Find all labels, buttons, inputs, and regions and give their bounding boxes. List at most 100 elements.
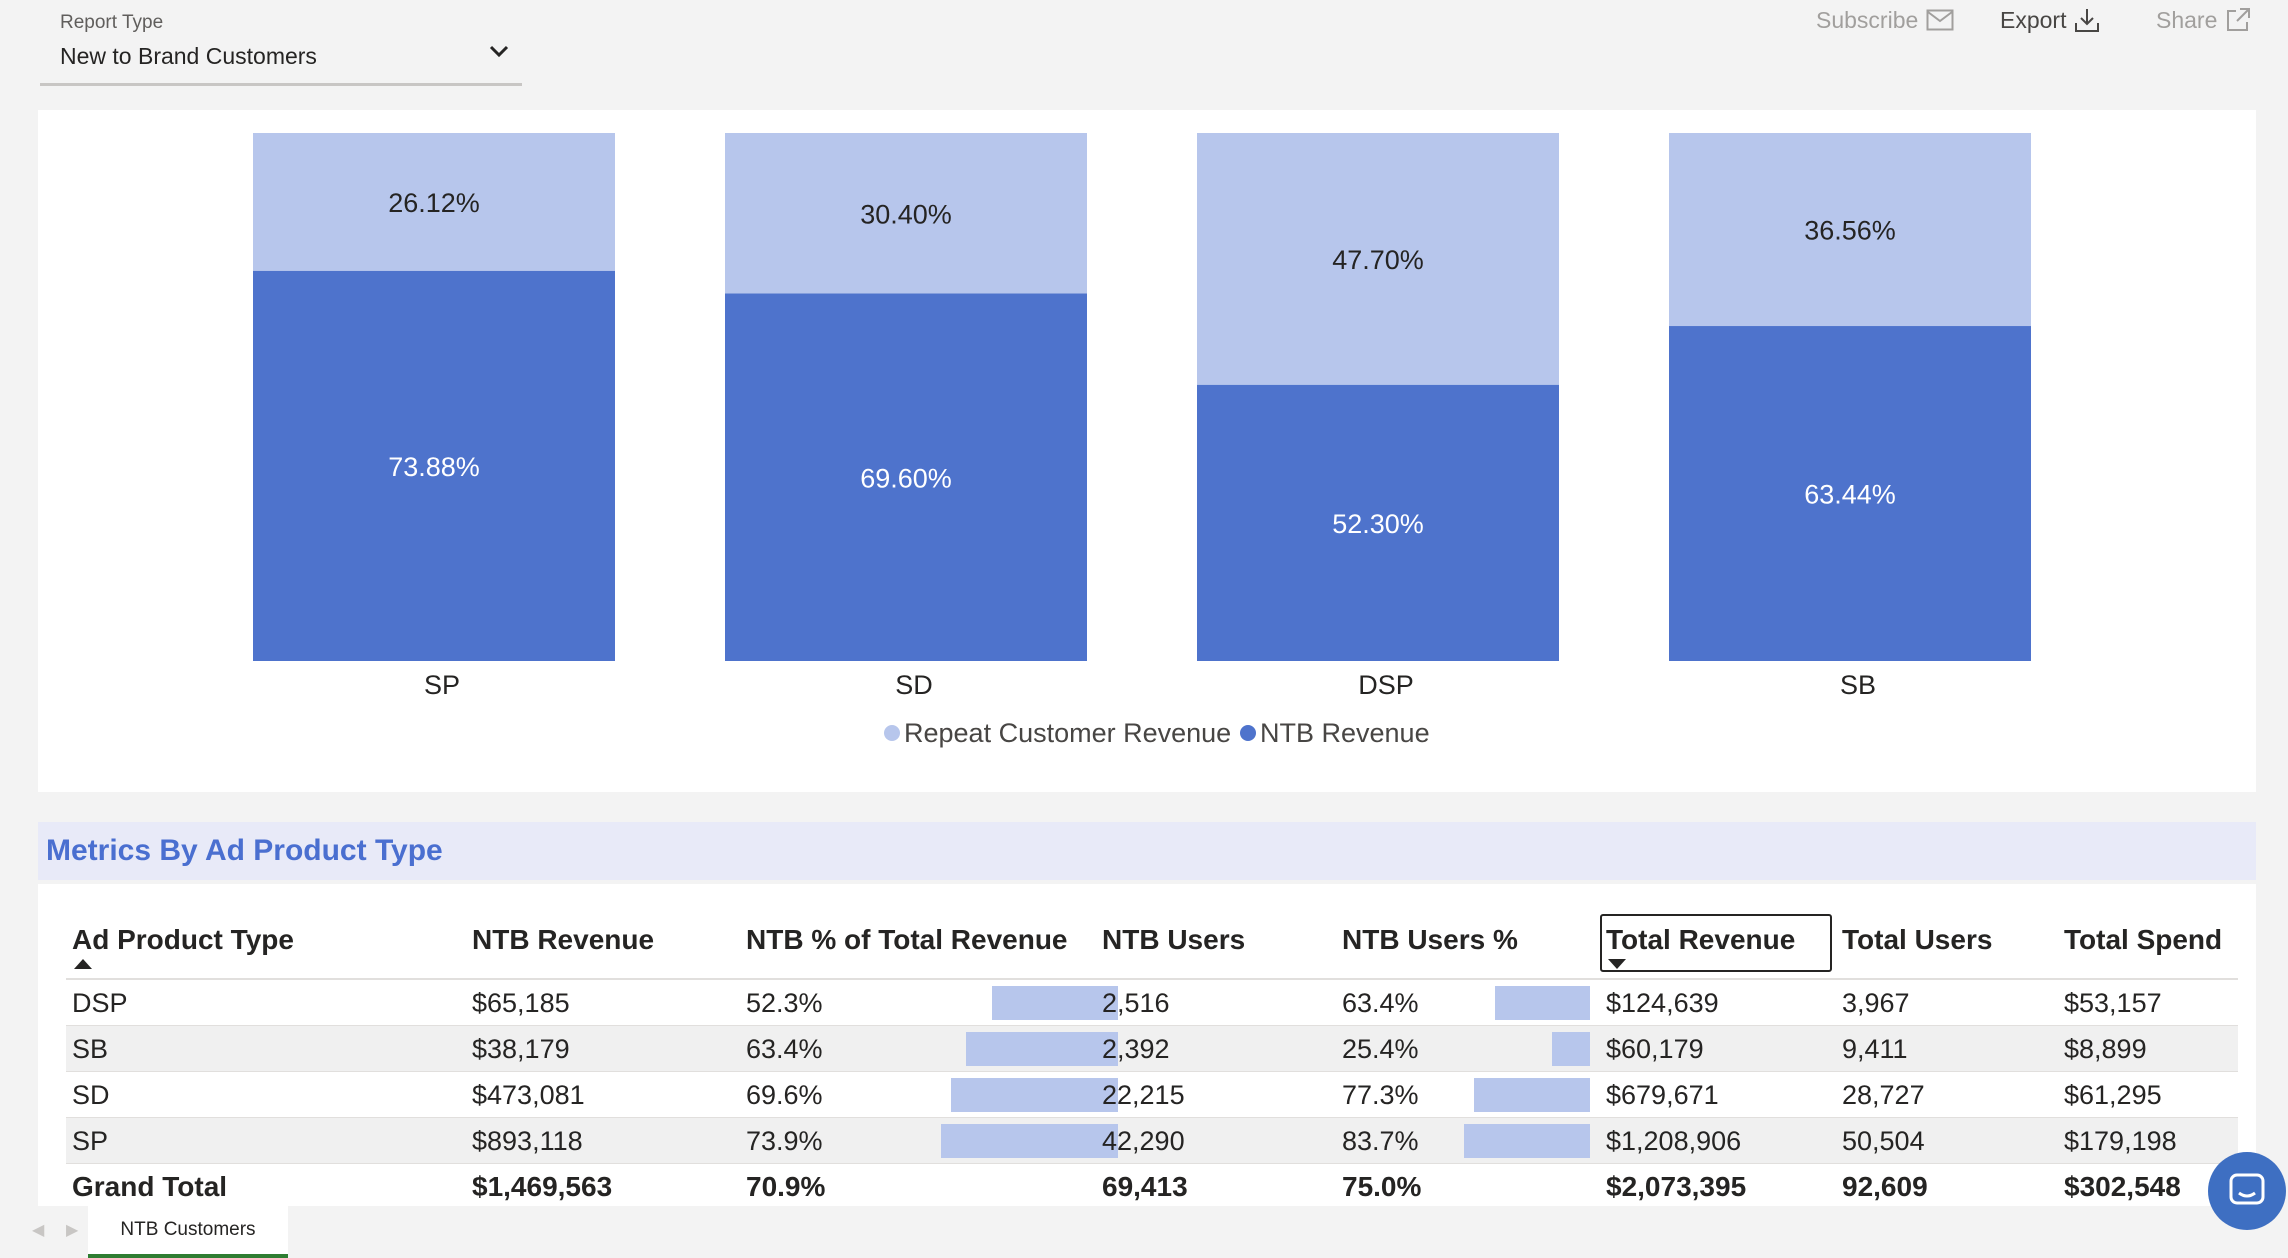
table-row[interactable]: DSP $65,185 52.3% 2,516 63.4% $124,639 3,967 $5… [66,980,2238,1026]
column-header-ad-product-type[interactable]: Ad Product Type [72,914,294,980]
share-label: Share [2156,6,2218,33]
total-label: Grand Total [72,1171,228,1202]
legend-marker [884,725,900,741]
metrics-table: Ad Product Type NTB Revenue NTB % of Tot… [38,884,2256,1206]
bar-segment[interactable] [725,133,1087,294]
cell-total-users: 50,504 [1842,1126,1925,1156]
cell-ad-product-type: SP [72,1126,109,1156]
legend-marker [1240,725,1256,741]
data-label: 63.44% [1804,480,1896,510]
cell-total-revenue: $679,671 [1606,1080,1719,1110]
bar-segment[interactable] [1197,384,1559,661]
x-tick-label: SD [895,670,933,700]
column-header-ntb-users[interactable]: NTB Users [1102,924,1246,955]
ntb-users-pct-data-bar [1551,1032,1590,1066]
total-ntb-users-pct: 75.0% [1342,1171,1422,1202]
total-total-revenue: $2,073,395 [1606,1171,1747,1202]
bar-segment[interactable] [253,270,615,661]
legend-label: NTB Revenue [1260,718,1430,748]
cell-total-users: 9,411 [1842,1034,1908,1064]
cell-ntb-users-pct: 63.4% [1342,988,1419,1018]
ntb-pct-data-bar [950,1078,1118,1112]
table-row[interactable]: SB $38,179 63.4% 2,392 25.4% $60,179 9,411 $8,8… [66,1026,2238,1072]
table-header-row: Ad Product Type NTB Revenue NTB % of Tot… [66,914,2238,980]
column-header-ntb-pct[interactable]: NTB % of Total Revenue [746,924,1068,955]
total-ntb-revenue: $1,469,563 [472,1171,613,1202]
tab-scroll-left-icon[interactable]: ◀ [32,1222,45,1239]
cell-ntb-users-pct: 25.4% [1342,1034,1419,1064]
total-total-spend: $302,548 [2064,1171,2181,1202]
ntb-revenue-chart: 26.12% 73.88% SP 30.40% 69.60% SD 47.70% 52.30%… [38,110,2256,792]
data-label: 30.40% [860,199,952,229]
column-header-ntb-users-pct[interactable]: NTB Users % [1342,924,1518,955]
cell-total-revenue: $1,208,906 [1606,1126,1742,1156]
report-type-dropdown[interactable]: Report Type New to Brand Customers [40,0,522,86]
column-header-total-users[interactable]: Total Users [1842,924,1993,955]
cell-ntb-revenue: $65,185 [472,988,570,1018]
cell-ntb-users: 2,516 [1102,988,1170,1018]
export-button[interactable]: Export [2000,0,2100,40]
ntb-pct-data-bar [940,1124,1118,1158]
ntb-pct-data-bar [992,986,1118,1020]
bar-segment[interactable] [253,133,615,271]
chat-support-button[interactable] [2208,1152,2286,1230]
data-label: 69.60% [860,463,952,493]
cell-total-users: 28,727 [1842,1080,1925,1110]
bar-segment[interactable] [1669,133,2031,327]
cell-ad-product-type: SD [72,1080,110,1110]
report-type-value: New to Brand Customers [60,43,317,69]
data-label: 73.88% [388,452,480,482]
legend-label: Repeat Customer Revenue [904,718,1231,748]
grand-total-row: Grand Total $1,469,563 70.9% 69,413 75.0% $2,… [66,1164,2238,1206]
cell-total-spend: $8,899 [2064,1034,2147,1064]
cell-ntb-pct: 52.3% [746,988,823,1018]
column-header-total-revenue[interactable]: Total Revenue [1606,914,1795,980]
column-header-total-spend[interactable]: Total Spend [2064,924,2223,955]
total-ntb-users: 69,413 [1102,1171,1188,1202]
bar-segment[interactable] [1197,133,1559,385]
bar-segment[interactable] [1669,326,2031,661]
page-tab-strip: ◀ ▶ NTB Customers [0,1206,2288,1258]
data-label: 47.70% [1332,245,1424,275]
x-tick-label: SP [424,670,460,700]
download-icon [2075,9,2100,32]
subscribe-label: Subscribe [1816,6,1919,33]
table-row[interactable]: SP $893,118 73.9% 42,290 83.7% $1,208,906 50,5… [66,1118,2238,1164]
metrics-title: Metrics By Ad Product Type [46,834,443,867]
share-button[interactable]: Share [2156,0,2251,40]
cell-ntb-revenue: $473,081 [472,1080,585,1110]
cell-total-revenue: $124,639 [1606,988,1719,1018]
cell-ntb-pct: 69.6% [746,1080,823,1110]
x-tick-label: DSP [1358,670,1414,700]
metrics-section-header: Metrics By Ad Product Type [38,822,2256,880]
cell-total-spend: $179,198 [2064,1126,2177,1156]
cell-ntb-pct: 63.4% [746,1034,823,1064]
total-ntb-pct: 70.9% [746,1171,826,1202]
export-label: Export [2000,6,2067,33]
mail-icon [1926,9,1954,31]
data-label: 26.12% [388,188,480,218]
cell-ntb-pct: 73.9% [746,1126,823,1156]
cell-total-spend: $53,157 [2064,988,2162,1018]
cell-ntb-users: 22,215 [1102,1080,1185,1110]
external-link-icon [2227,8,2251,31]
subscribe-button[interactable]: Subscribe [1816,0,1954,40]
cell-ntb-users: 42,290 [1102,1126,1185,1156]
tab-scroll-right-icon[interactable]: ▶ [66,1222,79,1239]
sort-descending-icon [1608,959,1626,969]
chevron-down-icon [489,45,509,58]
data-label: 36.56% [1804,216,1896,246]
table-row[interactable]: SD $473,081 69.6% 22,215 77.3% $679,671 28,727… [66,1072,2238,1118]
chat-icon [2229,1173,2265,1205]
tab-ntb-customers[interactable]: NTB Customers [88,1206,288,1258]
bar-segment[interactable] [725,293,1087,661]
total-total-users: 92,609 [1842,1171,1928,1202]
data-label: 52.30% [1332,509,1424,539]
cell-ad-product-type: SB [72,1034,109,1064]
cell-ad-product-type: DSP [72,988,128,1018]
cell-ntb-revenue: $893,118 [472,1126,583,1156]
column-header-ntb-revenue[interactable]: NTB Revenue [472,924,655,955]
ntb-users-pct-data-bar [1474,1078,1590,1112]
ntb-pct-data-bar [965,1032,1118,1066]
cell-ntb-revenue: $38,179 [472,1034,570,1064]
